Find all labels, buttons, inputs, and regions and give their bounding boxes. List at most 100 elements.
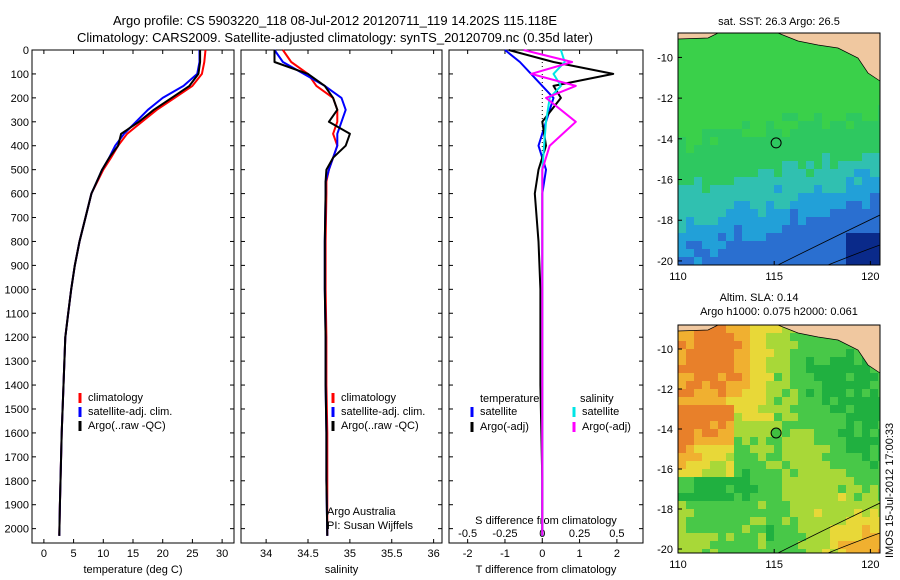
map-cell: [766, 373, 774, 381]
map-cell: [742, 217, 750, 225]
map-cell: [686, 437, 694, 445]
map-cell: [774, 145, 782, 153]
map-cell: [822, 389, 830, 397]
map-cell: [710, 129, 718, 137]
map-cell: [686, 429, 694, 437]
map-cell: [830, 445, 838, 453]
map-cell: [806, 57, 814, 65]
map-cell: [774, 493, 782, 501]
map-cell: [838, 397, 846, 405]
map-cell: [790, 389, 798, 397]
map-cell: [750, 233, 758, 241]
map-cell: [838, 469, 846, 477]
map-cell: [758, 333, 766, 341]
map-cell: [806, 129, 814, 137]
map-cell: [678, 341, 686, 349]
map-cell: [742, 105, 750, 113]
map-cell: [822, 437, 830, 445]
map-cell: [734, 105, 742, 113]
map-cell: [758, 241, 766, 249]
map-cell: [742, 137, 750, 145]
map-cell: [702, 413, 710, 421]
map-cells: [678, 325, 880, 553]
map-cell: [806, 233, 814, 241]
map-cell: [782, 421, 790, 429]
map-cell: [878, 461, 880, 469]
map-cell: [774, 177, 782, 185]
map-cell: [742, 517, 750, 525]
map-cell: [774, 405, 782, 413]
map-cell: [782, 381, 790, 389]
map-cell: [822, 429, 830, 437]
map-cell: [798, 217, 806, 225]
map-cell: [830, 341, 838, 349]
map-cell: [702, 341, 710, 349]
map-cell: [862, 413, 870, 421]
map-cell: [782, 73, 790, 81]
map-cell: [702, 485, 710, 493]
map-cell: [878, 541, 880, 549]
map-cell: [686, 97, 694, 105]
map-cell: [734, 405, 742, 413]
map-lon-label: 110: [669, 271, 687, 283]
map-cell: [854, 225, 862, 233]
map-cell: [862, 193, 870, 201]
map-cell: [814, 501, 822, 509]
map-cell: [766, 413, 774, 421]
map-cell: [830, 397, 838, 405]
map-cell: [726, 421, 734, 429]
map-cell: [798, 233, 806, 241]
map-cell: [854, 445, 862, 453]
map-cell: [822, 533, 830, 541]
map-cell: [766, 97, 774, 105]
map-lat-label: -18: [657, 504, 673, 516]
map-cell: [830, 137, 838, 145]
map-cell: [702, 57, 710, 65]
map-cell: [686, 65, 694, 73]
map-cell: [726, 209, 734, 217]
map-cell: [766, 469, 774, 477]
map-cell: [758, 357, 766, 365]
map-cell: [870, 421, 878, 429]
map-cell: [822, 57, 830, 65]
map-cell: [822, 501, 830, 509]
map-cell: [790, 493, 798, 501]
map-cell: [830, 113, 838, 121]
map-cell: [726, 233, 734, 241]
map-cell: [846, 201, 854, 209]
map-cell: [678, 445, 686, 453]
series-line-argo-raw-qc-: [273, 50, 351, 536]
map-cell: [822, 209, 830, 217]
map-cell: [694, 429, 702, 437]
map-cell: [726, 525, 734, 533]
map-cell: [854, 493, 862, 501]
map-cell: [766, 233, 774, 241]
map-cell: [686, 373, 694, 381]
map-cell: [878, 485, 880, 493]
map-cell: [718, 233, 726, 241]
map-cell: [862, 533, 870, 541]
map-cell: [782, 477, 790, 485]
map-cell: [806, 209, 814, 217]
land-mass: [678, 33, 719, 40]
map-cell: [686, 113, 694, 121]
map-cell: [742, 405, 750, 413]
map-cell: [790, 129, 798, 137]
map-cell: [774, 257, 782, 265]
legend-label: Argo(-adj): [480, 421, 529, 433]
map-cell: [758, 373, 766, 381]
map-cell: [710, 333, 718, 341]
map-cell: [774, 81, 782, 89]
map-cell: [838, 225, 846, 233]
map-cell: [702, 349, 710, 357]
map-cell: [750, 41, 758, 49]
map-cell: [710, 365, 718, 373]
map-cell: [766, 429, 774, 437]
map-cell: [758, 153, 766, 161]
map-cell: [718, 549, 726, 553]
map-cell: [854, 185, 862, 193]
map-cell: [750, 477, 758, 485]
map-cell: [766, 437, 774, 445]
map-cell: [710, 405, 718, 413]
map-cell: [862, 485, 870, 493]
